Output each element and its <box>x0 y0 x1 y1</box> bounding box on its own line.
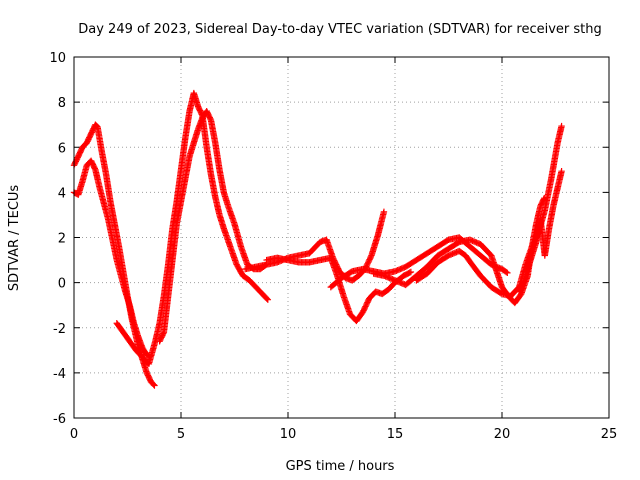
y-tick-label: -4 <box>53 367 66 382</box>
x-tick-label: 0 <box>70 427 78 442</box>
axis-ticks: 0 5 10 15 20 25 -6 -4 -2 0 2 4 6 8 10 <box>49 51 617 442</box>
x-axis-label: GPS time / hours <box>286 459 395 474</box>
y-tick-label: 2 <box>58 232 66 247</box>
y-tick-label: -6 <box>53 412 66 427</box>
data-point-marker <box>263 295 271 302</box>
series-track-c <box>113 89 272 368</box>
grid-lines <box>74 57 609 418</box>
x-tick-label: 20 <box>494 427 511 442</box>
y-tick-label: 0 <box>58 277 66 292</box>
series-track-j <box>515 168 565 295</box>
y-axis-label: SDTVAR / TECUs <box>7 185 22 292</box>
data-point-marker <box>407 268 415 276</box>
series-track-d <box>156 107 269 345</box>
x-tick-label: 5 <box>177 427 185 442</box>
x-tick-label: 10 <box>280 427 297 442</box>
chart-title: Day 249 of 2023, Sidereal Day-to-day VTE… <box>78 22 602 37</box>
data-series <box>70 89 565 389</box>
y-tick-label: 8 <box>58 96 66 111</box>
series-track-g <box>327 234 511 291</box>
series-track-b <box>70 157 154 360</box>
data-point-marker <box>150 381 157 388</box>
data-point-marker <box>151 382 158 389</box>
data-point-marker <box>504 269 511 277</box>
data-point-marker <box>160 330 167 337</box>
y-tick-label: 10 <box>49 51 66 66</box>
data-point-marker <box>558 168 565 175</box>
data-point-marker <box>406 269 413 276</box>
y-tick-label: 6 <box>58 141 66 156</box>
data-point-marker <box>558 122 565 130</box>
y-tick-label: 4 <box>58 186 66 201</box>
x-tick-label: 15 <box>387 427 404 442</box>
y-tick-label: -2 <box>53 322 66 337</box>
x-tick-label: 25 <box>601 427 618 442</box>
data-point-marker <box>264 296 272 303</box>
plot-frame <box>73 56 610 419</box>
data-point-marker <box>503 268 510 276</box>
data-point-marker <box>380 208 388 216</box>
